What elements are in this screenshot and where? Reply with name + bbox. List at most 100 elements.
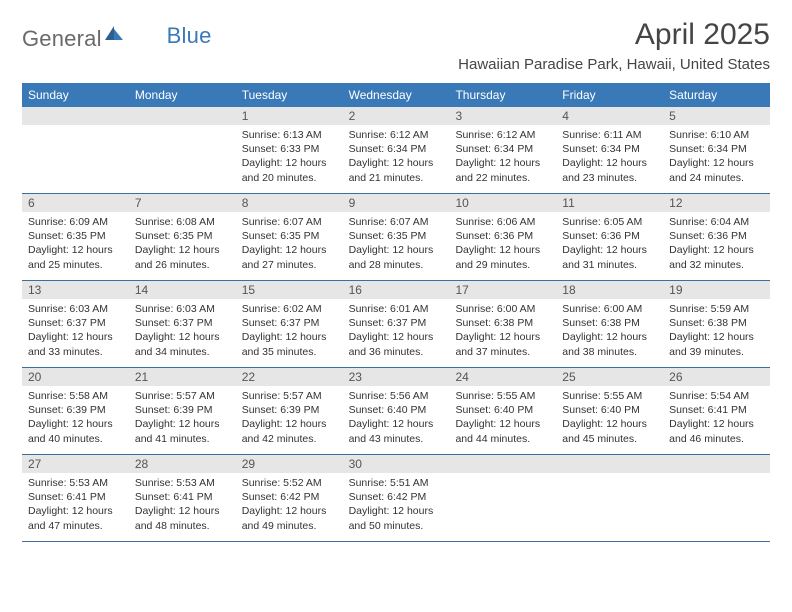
calendar-day-cell [449, 455, 556, 541]
brand-text-1: General [22, 26, 102, 52]
day-number: 27 [22, 455, 129, 473]
calendar-day-cell: 9Sunrise: 6:07 AMSunset: 6:35 PMDaylight… [343, 194, 450, 280]
day-details: Sunrise: 5:55 AMSunset: 6:40 PMDaylight:… [449, 386, 556, 452]
day-number-empty [556, 455, 663, 473]
calendar-day-cell: 25Sunrise: 5:55 AMSunset: 6:40 PMDayligh… [556, 368, 663, 454]
day-number: 23 [343, 368, 450, 386]
calendar-day-cell: 27Sunrise: 5:53 AMSunset: 6:41 PMDayligh… [22, 455, 129, 541]
day-number: 5 [663, 107, 770, 125]
calendar-day-cell: 2Sunrise: 6:12 AMSunset: 6:34 PMDaylight… [343, 107, 450, 193]
day-details: Sunrise: 5:55 AMSunset: 6:40 PMDaylight:… [556, 386, 663, 452]
day-number-empty [129, 107, 236, 125]
calendar-day-cell: 19Sunrise: 5:59 AMSunset: 6:38 PMDayligh… [663, 281, 770, 367]
day-details: Sunrise: 6:06 AMSunset: 6:36 PMDaylight:… [449, 212, 556, 278]
calendar-day-cell: 15Sunrise: 6:02 AMSunset: 6:37 PMDayligh… [236, 281, 343, 367]
calendar-day-cell: 6Sunrise: 6:09 AMSunset: 6:35 PMDaylight… [22, 194, 129, 280]
day-number: 10 [449, 194, 556, 212]
day-number: 28 [129, 455, 236, 473]
calendar-day-cell: 12Sunrise: 6:04 AMSunset: 6:36 PMDayligh… [663, 194, 770, 280]
calendar-week-row: 1Sunrise: 6:13 AMSunset: 6:33 PMDaylight… [22, 107, 770, 194]
calendar-day-cell: 20Sunrise: 5:58 AMSunset: 6:39 PMDayligh… [22, 368, 129, 454]
day-details: Sunrise: 6:03 AMSunset: 6:37 PMDaylight:… [22, 299, 129, 365]
brand-text-2: Blue [167, 23, 212, 49]
day-number: 29 [236, 455, 343, 473]
day-number: 20 [22, 368, 129, 386]
weekday-header-cell: Tuesday [236, 83, 343, 107]
day-number: 13 [22, 281, 129, 299]
day-number: 30 [343, 455, 450, 473]
day-number: 6 [22, 194, 129, 212]
day-details: Sunrise: 6:02 AMSunset: 6:37 PMDaylight:… [236, 299, 343, 365]
calendar-day-cell: 7Sunrise: 6:08 AMSunset: 6:35 PMDaylight… [129, 194, 236, 280]
day-details: Sunrise: 6:08 AMSunset: 6:35 PMDaylight:… [129, 212, 236, 278]
day-number: 3 [449, 107, 556, 125]
day-number: 19 [663, 281, 770, 299]
calendar-day-cell [556, 455, 663, 541]
day-details: Sunrise: 5:56 AMSunset: 6:40 PMDaylight:… [343, 386, 450, 452]
day-details: Sunrise: 6:11 AMSunset: 6:34 PMDaylight:… [556, 125, 663, 191]
day-details: Sunrise: 6:09 AMSunset: 6:35 PMDaylight:… [22, 212, 129, 278]
day-details: Sunrise: 6:12 AMSunset: 6:34 PMDaylight:… [343, 125, 450, 191]
calendar-day-cell [663, 455, 770, 541]
day-number-empty [449, 455, 556, 473]
day-details: Sunrise: 5:57 AMSunset: 6:39 PMDaylight:… [129, 386, 236, 452]
calendar-day-cell [129, 107, 236, 193]
weekday-header-cell: Sunday [22, 83, 129, 107]
calendar-day-cell: 21Sunrise: 5:57 AMSunset: 6:39 PMDayligh… [129, 368, 236, 454]
calendar-day-cell: 30Sunrise: 5:51 AMSunset: 6:42 PMDayligh… [343, 455, 450, 541]
calendar-week-row: 13Sunrise: 6:03 AMSunset: 6:37 PMDayligh… [22, 281, 770, 368]
calendar-day-cell: 24Sunrise: 5:55 AMSunset: 6:40 PMDayligh… [449, 368, 556, 454]
day-details: Sunrise: 5:57 AMSunset: 6:39 PMDaylight:… [236, 386, 343, 452]
calendar-day-cell: 5Sunrise: 6:10 AMSunset: 6:34 PMDaylight… [663, 107, 770, 193]
day-details: Sunrise: 5:58 AMSunset: 6:39 PMDaylight:… [22, 386, 129, 452]
calendar-day-cell: 28Sunrise: 5:53 AMSunset: 6:41 PMDayligh… [129, 455, 236, 541]
calendar-day-cell: 14Sunrise: 6:03 AMSunset: 6:37 PMDayligh… [129, 281, 236, 367]
day-number: 1 [236, 107, 343, 125]
weekday-header-cell: Thursday [449, 83, 556, 107]
day-number: 9 [343, 194, 450, 212]
day-details: Sunrise: 6:01 AMSunset: 6:37 PMDaylight:… [343, 299, 450, 365]
calendar-day-cell: 8Sunrise: 6:07 AMSunset: 6:35 PMDaylight… [236, 194, 343, 280]
calendar-day-cell: 26Sunrise: 5:54 AMSunset: 6:41 PMDayligh… [663, 368, 770, 454]
day-number: 15 [236, 281, 343, 299]
day-details: Sunrise: 5:53 AMSunset: 6:41 PMDaylight:… [129, 473, 236, 539]
day-number: 4 [556, 107, 663, 125]
calendar-week-row: 6Sunrise: 6:09 AMSunset: 6:35 PMDaylight… [22, 194, 770, 281]
calendar-day-cell: 10Sunrise: 6:06 AMSunset: 6:36 PMDayligh… [449, 194, 556, 280]
day-details: Sunrise: 6:00 AMSunset: 6:38 PMDaylight:… [449, 299, 556, 365]
calendar-day-cell: 29Sunrise: 5:52 AMSunset: 6:42 PMDayligh… [236, 455, 343, 541]
location-subtitle: Hawaiian Paradise Park, Hawaii, United S… [458, 56, 770, 73]
day-number-empty [663, 455, 770, 473]
calendar-day-cell: 13Sunrise: 6:03 AMSunset: 6:37 PMDayligh… [22, 281, 129, 367]
weekday-header-cell: Wednesday [343, 83, 450, 107]
calendar-day-cell: 11Sunrise: 6:05 AMSunset: 6:36 PMDayligh… [556, 194, 663, 280]
day-details: Sunrise: 6:03 AMSunset: 6:37 PMDaylight:… [129, 299, 236, 365]
day-details: Sunrise: 5:53 AMSunset: 6:41 PMDaylight:… [22, 473, 129, 539]
page-header: General Blue April 2025 Hawaiian Paradis… [22, 18, 770, 73]
calendar-day-cell: 17Sunrise: 6:00 AMSunset: 6:38 PMDayligh… [449, 281, 556, 367]
day-details: Sunrise: 6:05 AMSunset: 6:36 PMDaylight:… [556, 212, 663, 278]
day-details: Sunrise: 5:51 AMSunset: 6:42 PMDaylight:… [343, 473, 450, 539]
day-details: Sunrise: 5:59 AMSunset: 6:38 PMDaylight:… [663, 299, 770, 365]
day-number: 24 [449, 368, 556, 386]
day-number: 21 [129, 368, 236, 386]
weekday-header-cell: Friday [556, 83, 663, 107]
day-number: 14 [129, 281, 236, 299]
day-details: Sunrise: 5:54 AMSunset: 6:41 PMDaylight:… [663, 386, 770, 452]
day-details: Sunrise: 6:13 AMSunset: 6:33 PMDaylight:… [236, 125, 343, 191]
title-block: April 2025 Hawaiian Paradise Park, Hawai… [458, 18, 770, 73]
day-details: Sunrise: 6:10 AMSunset: 6:34 PMDaylight:… [663, 125, 770, 191]
calendar-day-cell: 16Sunrise: 6:01 AMSunset: 6:37 PMDayligh… [343, 281, 450, 367]
day-number: 11 [556, 194, 663, 212]
day-details: Sunrise: 6:12 AMSunset: 6:34 PMDaylight:… [449, 125, 556, 191]
calendar-day-cell: 4Sunrise: 6:11 AMSunset: 6:34 PMDaylight… [556, 107, 663, 193]
day-number: 22 [236, 368, 343, 386]
day-number: 7 [129, 194, 236, 212]
calendar-day-cell [22, 107, 129, 193]
day-number-empty [22, 107, 129, 125]
day-number: 18 [556, 281, 663, 299]
month-title: April 2025 [458, 18, 770, 52]
brand-logo: General Blue [22, 24, 212, 53]
day-details: Sunrise: 6:00 AMSunset: 6:38 PMDaylight:… [556, 299, 663, 365]
calendar-week-row: 20Sunrise: 5:58 AMSunset: 6:39 PMDayligh… [22, 368, 770, 455]
